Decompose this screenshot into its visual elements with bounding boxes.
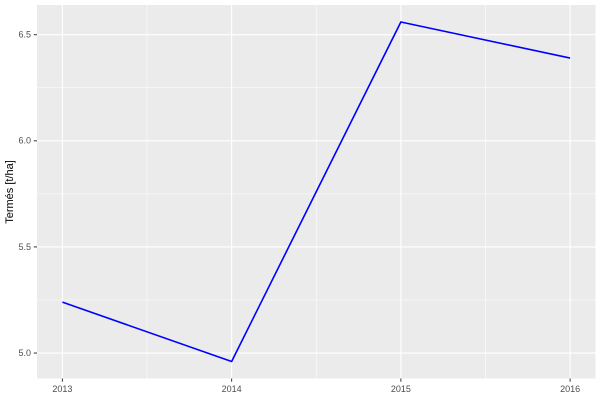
series-line-termés — [62, 21, 571, 363]
y-axis-title: Termés [t/ha] — [4, 160, 16, 224]
x-tick-label: 2016 — [560, 384, 580, 394]
x-tick-label: 2013 — [52, 384, 72, 394]
y-tick-label: 5.5 — [18, 242, 31, 252]
y-tick-label: 6.5 — [18, 30, 31, 40]
x-tick-label: 2015 — [391, 384, 411, 394]
y-tick-label: 5.0 — [18, 348, 31, 358]
x-tick-label: 2014 — [222, 384, 242, 394]
y-tick-label: 6.0 — [18, 136, 31, 146]
